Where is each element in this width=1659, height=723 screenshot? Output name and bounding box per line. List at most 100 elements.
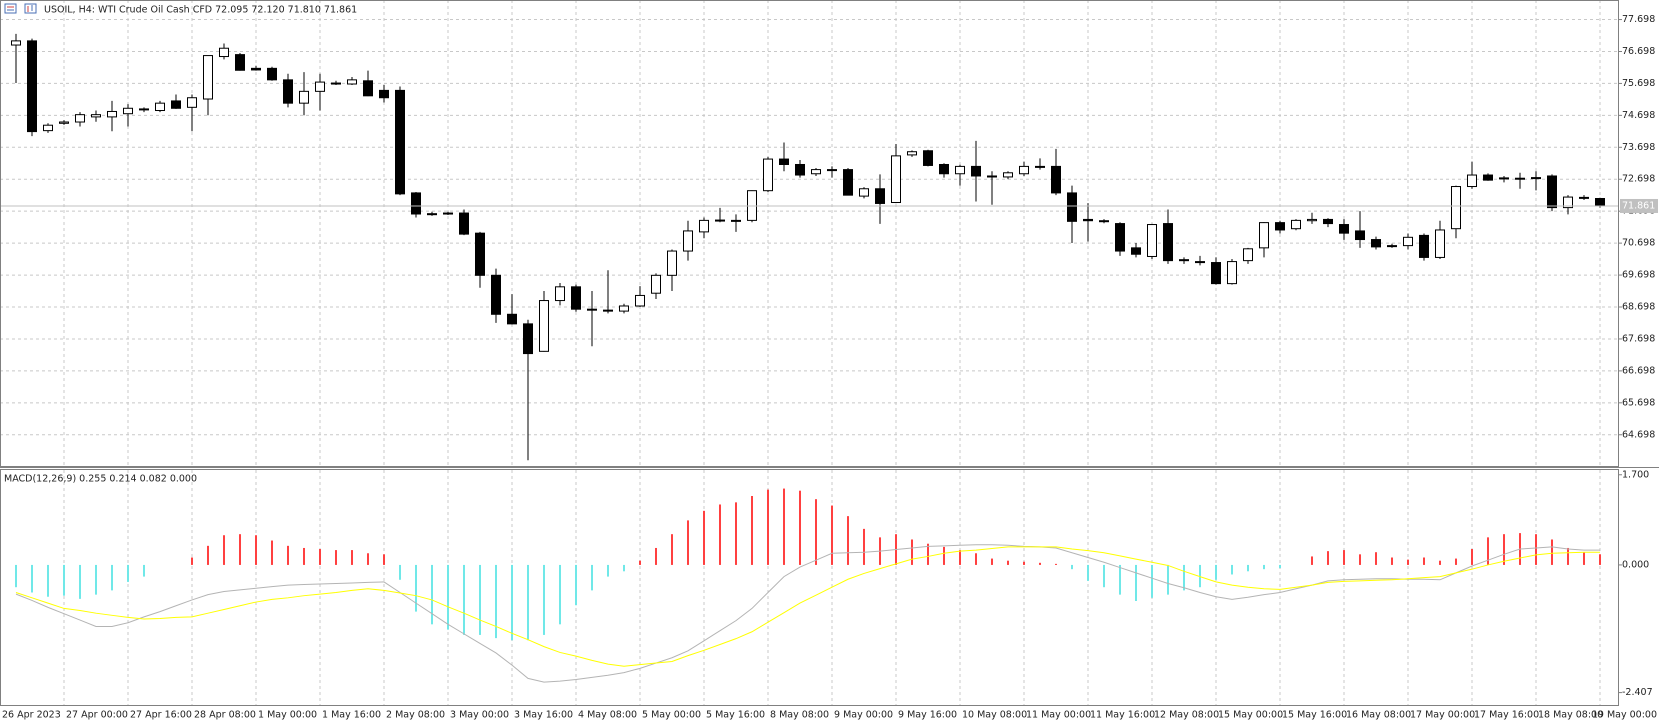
- axes-layer: 77.69876.69875.69874.69873.69872.69871.6…: [2, 14, 1658, 721]
- candle-body: [1499, 177, 1509, 180]
- candle-body: [363, 80, 373, 97]
- candle-body: [843, 169, 853, 196]
- candle-body: [1163, 223, 1173, 262]
- candle-body: [1275, 222, 1285, 231]
- y-tick-label: 64.698: [1622, 429, 1655, 440]
- marks-layer: [0, 33, 1619, 683]
- chart-title: USOIL, H4: WTI Crude Oil Cash CFD 72.095…: [44, 5, 357, 16]
- candle-body: [795, 163, 805, 176]
- macd-frame: [0, 469, 1619, 706]
- candle-body: [539, 300, 549, 352]
- x-tick-label: 18 May 08:00: [1538, 710, 1603, 721]
- candle-body: [235, 54, 245, 71]
- candle-body: [1195, 261, 1205, 264]
- x-tick-label: 19 May 00:00: [1592, 710, 1657, 721]
- candle-body: [1019, 165, 1029, 175]
- y-tick-label: 68.698: [1622, 302, 1655, 313]
- candle-body: [443, 212, 453, 215]
- candle-body: [971, 165, 981, 177]
- candle-body: [1147, 224, 1157, 257]
- candle-body: [907, 151, 917, 156]
- candle-body: [651, 274, 661, 294]
- candle-body: [1579, 196, 1589, 199]
- x-tick-label: 26 Apr 2023: [2, 710, 61, 721]
- candle-body: [1307, 218, 1317, 222]
- candle-body: [75, 114, 85, 123]
- y-tick-label: 73.698: [1622, 142, 1655, 153]
- candle-body: [1387, 245, 1397, 248]
- y-tick-label: 0.000: [1622, 559, 1649, 570]
- candle-body: [1531, 177, 1541, 180]
- candle-body: [1179, 259, 1189, 262]
- candle-body: [11, 40, 21, 46]
- candle-body: [571, 286, 581, 310]
- y-tick-label: -2.407: [1622, 687, 1653, 698]
- y-tick-label: 70.698: [1622, 238, 1655, 249]
- candle-body: [1083, 218, 1093, 222]
- candle-body: [1595, 198, 1605, 207]
- candle-body: [203, 55, 213, 100]
- x-tick-label: 28 Apr 08:00: [194, 710, 256, 721]
- x-tick-label: 1 May 00:00: [258, 710, 317, 721]
- candle-body: [1323, 218, 1333, 225]
- candle-body: [1547, 175, 1557, 209]
- candle-body: [507, 313, 517, 325]
- candle-body: [635, 294, 645, 307]
- candle-body: [1483, 174, 1493, 181]
- candle-body: [1451, 186, 1461, 230]
- candle-body: [43, 124, 53, 132]
- candle-body: [347, 79, 357, 85]
- y-tick-label: 65.698: [1622, 397, 1655, 408]
- candle-body: [699, 219, 709, 233]
- candle-body: [939, 163, 949, 175]
- candle-body: [395, 89, 405, 195]
- candle-body: [267, 67, 277, 81]
- candle-body: [555, 286, 565, 302]
- x-tick-label: 11 May 00:00: [1026, 710, 1091, 721]
- last-price-label: 71.861: [1622, 200, 1655, 211]
- candle-body: [1419, 234, 1429, 258]
- x-tick-label: 8 May 08:00: [770, 710, 829, 721]
- candle-body: [1131, 247, 1141, 255]
- candle-body: [187, 97, 197, 108]
- candle-body: [1099, 220, 1109, 223]
- candle-body: [315, 81, 325, 92]
- candle-body: [667, 250, 677, 276]
- y-tick-label: 74.698: [1622, 110, 1655, 121]
- x-tick-label: 16 May 08:00: [1346, 710, 1411, 721]
- candle-body: [811, 169, 821, 175]
- x-tick-label: 9 May 00:00: [834, 710, 893, 721]
- candle-body: [987, 175, 997, 178]
- y-tick-label: 77.698: [1622, 14, 1655, 25]
- candle-body: [715, 219, 725, 222]
- icon: [24, 3, 37, 14]
- x-tick-label: 3 May 00:00: [450, 710, 509, 721]
- macd-title: MACD(12,26,9) 0.255 0.214 0.082 0.000: [4, 474, 197, 485]
- x-tick-label: 4 May 08:00: [578, 710, 637, 721]
- y-tick-label: 72.698: [1622, 174, 1655, 185]
- candle-body: [875, 188, 885, 204]
- x-tick-label: 9 May 16:00: [898, 710, 957, 721]
- y-tick-label: 76.698: [1622, 46, 1655, 57]
- x-tick-label: 5 May 16:00: [706, 710, 765, 721]
- x-tick-label: 27 Apr 16:00: [130, 710, 192, 721]
- candle-body: [155, 102, 165, 112]
- candle-body: [891, 155, 901, 203]
- candle-body: [1291, 219, 1301, 230]
- candle-body: [1371, 239, 1381, 248]
- candle-body: [1403, 236, 1413, 247]
- symbol-icons: [4, 3, 37, 14]
- x-tick-label: 15 May 00:00: [1218, 710, 1283, 721]
- candle-body: [523, 323, 533, 355]
- candle-body: [763, 158, 773, 192]
- candle-body: [955, 165, 965, 175]
- x-tick-label: 10 May 08:00: [962, 710, 1027, 721]
- y-tick-label: 75.698: [1622, 78, 1655, 89]
- candle-body: [1243, 248, 1253, 262]
- candle-body: [1003, 172, 1013, 178]
- x-tick-label: 2 May 08:00: [386, 710, 445, 721]
- candle-body: [331, 82, 341, 85]
- x-tick-label: 27 Apr 00:00: [66, 710, 128, 721]
- candle-body: [427, 213, 437, 216]
